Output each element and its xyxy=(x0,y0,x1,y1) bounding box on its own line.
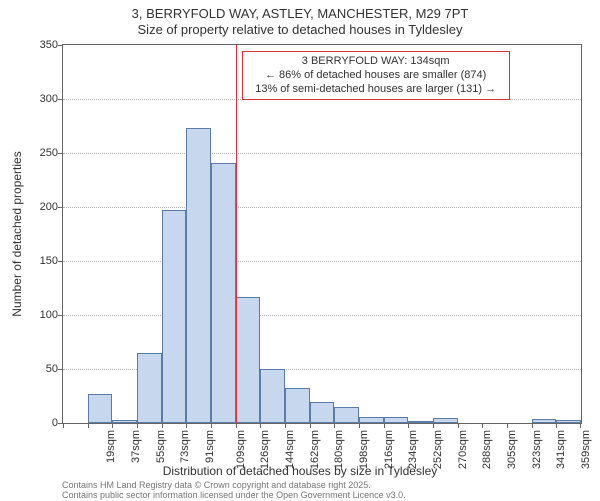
y-tick-label: 150 xyxy=(8,255,58,267)
y-tick-mark xyxy=(58,153,63,154)
callout-box: 3 BERRYFOLD WAY: 134sqm← 86% of detached… xyxy=(242,51,510,100)
x-tick-mark xyxy=(260,423,261,428)
y-tick-label: 250 xyxy=(8,147,58,159)
histogram-bar xyxy=(137,353,162,423)
histogram-bar xyxy=(556,420,581,423)
histogram-bar xyxy=(310,402,335,423)
callout-line-2: ← 86% of detached houses are smaller (87… xyxy=(249,69,503,83)
x-tick-label: 252sqm xyxy=(432,430,444,469)
x-tick-mark xyxy=(310,423,311,428)
histogram-bar xyxy=(260,369,285,423)
x-tick-mark xyxy=(433,423,434,428)
y-tick-mark xyxy=(58,261,63,262)
x-tick-label: 198sqm xyxy=(358,430,370,469)
x-tick-label: 305sqm xyxy=(506,430,518,469)
x-tick-label: 180sqm xyxy=(333,430,345,469)
x-tick-label: 19sqm xyxy=(105,430,117,463)
plot-area: 3 BERRYFOLD WAY: 134sqm← 86% of detached… xyxy=(62,44,582,424)
x-tick-label: 162sqm xyxy=(309,430,321,469)
x-tick-label: 234sqm xyxy=(407,430,419,469)
x-tick-label: 73sqm xyxy=(179,430,191,463)
callout-line-3: 13% of semi-detached houses are larger (… xyxy=(249,83,503,97)
x-tick-mark xyxy=(112,423,113,428)
histogram-bar xyxy=(384,417,409,423)
histogram-bar xyxy=(359,417,384,423)
x-tick-mark xyxy=(532,423,533,428)
histogram-bar xyxy=(236,297,261,423)
y-tick-label: 350 xyxy=(8,39,58,51)
y-tick-mark xyxy=(58,207,63,208)
y-tick-mark xyxy=(58,45,63,46)
y-tick-label: 200 xyxy=(8,201,58,213)
x-tick-label: 216sqm xyxy=(383,430,395,469)
x-tick-label: 109sqm xyxy=(235,430,247,469)
x-tick-label: 288sqm xyxy=(481,430,493,469)
x-tick-mark xyxy=(556,423,557,428)
y-tick-label: 0 xyxy=(8,417,58,429)
x-tick-label: 270sqm xyxy=(457,430,469,469)
gridline xyxy=(63,261,581,262)
histogram-bar xyxy=(186,128,211,423)
gridline xyxy=(63,315,581,316)
x-tick-label: 359sqm xyxy=(580,430,592,469)
x-tick-mark xyxy=(359,423,360,428)
attribution-footer: Contains HM Land Registry data © Crown c… xyxy=(62,480,406,501)
x-tick-mark xyxy=(162,423,163,428)
histogram-bar xyxy=(88,394,113,423)
x-tick-label: 341sqm xyxy=(555,430,567,469)
histogram-bar xyxy=(162,210,187,423)
chart-container: 3, BERRYFOLD WAY, ASTLEY, MANCHESTER, M2… xyxy=(0,0,600,500)
x-tick-label: 55sqm xyxy=(155,430,167,463)
histogram-bar xyxy=(285,388,310,423)
x-tick-mark xyxy=(186,423,187,428)
x-tick-label: 91sqm xyxy=(204,430,216,463)
property-marker-line xyxy=(236,45,237,423)
x-tick-mark xyxy=(408,423,409,428)
chart-title: 3, BERRYFOLD WAY, ASTLEY, MANCHESTER, M2… xyxy=(0,6,600,37)
x-tick-mark xyxy=(458,423,459,428)
x-tick-mark xyxy=(285,423,286,428)
y-tick-mark xyxy=(58,315,63,316)
histogram-bar xyxy=(211,163,236,423)
footer-line-2: Contains public sector information licen… xyxy=(62,490,406,500)
histogram-bar xyxy=(408,421,433,423)
x-tick-mark xyxy=(137,423,138,428)
x-tick-label: 126sqm xyxy=(259,430,271,469)
histogram-bar xyxy=(433,418,458,423)
histogram-bar xyxy=(532,419,557,423)
x-tick-mark xyxy=(384,423,385,428)
y-tick-label: 100 xyxy=(8,309,58,321)
x-tick-mark xyxy=(63,423,64,428)
y-axis-label: Number of detached properties xyxy=(10,151,24,316)
title-line-2: Size of property relative to detached ho… xyxy=(0,22,600,38)
footer-line-1: Contains HM Land Registry data © Crown c… xyxy=(62,480,406,490)
x-tick-label: 37sqm xyxy=(130,430,142,463)
x-tick-mark xyxy=(88,423,89,428)
gridline xyxy=(63,153,581,154)
callout-line-1: 3 BERRYFOLD WAY: 134sqm xyxy=(249,55,503,69)
x-tick-mark xyxy=(236,423,237,428)
x-tick-label: 323sqm xyxy=(531,430,543,469)
title-line-1: 3, BERRYFOLD WAY, ASTLEY, MANCHESTER, M2… xyxy=(0,6,600,22)
x-tick-mark xyxy=(507,423,508,428)
x-tick-label: 144sqm xyxy=(284,430,296,469)
y-tick-mark xyxy=(58,369,63,370)
y-tick-label: 50 xyxy=(8,363,58,375)
y-tick-label: 300 xyxy=(8,93,58,105)
gridline xyxy=(63,207,581,208)
x-tick-mark xyxy=(211,423,212,428)
x-tick-mark xyxy=(580,423,581,428)
y-tick-mark xyxy=(58,99,63,100)
histogram-bar xyxy=(112,420,137,423)
histogram-bar xyxy=(334,407,359,423)
x-tick-mark xyxy=(334,423,335,428)
x-tick-mark xyxy=(482,423,483,428)
